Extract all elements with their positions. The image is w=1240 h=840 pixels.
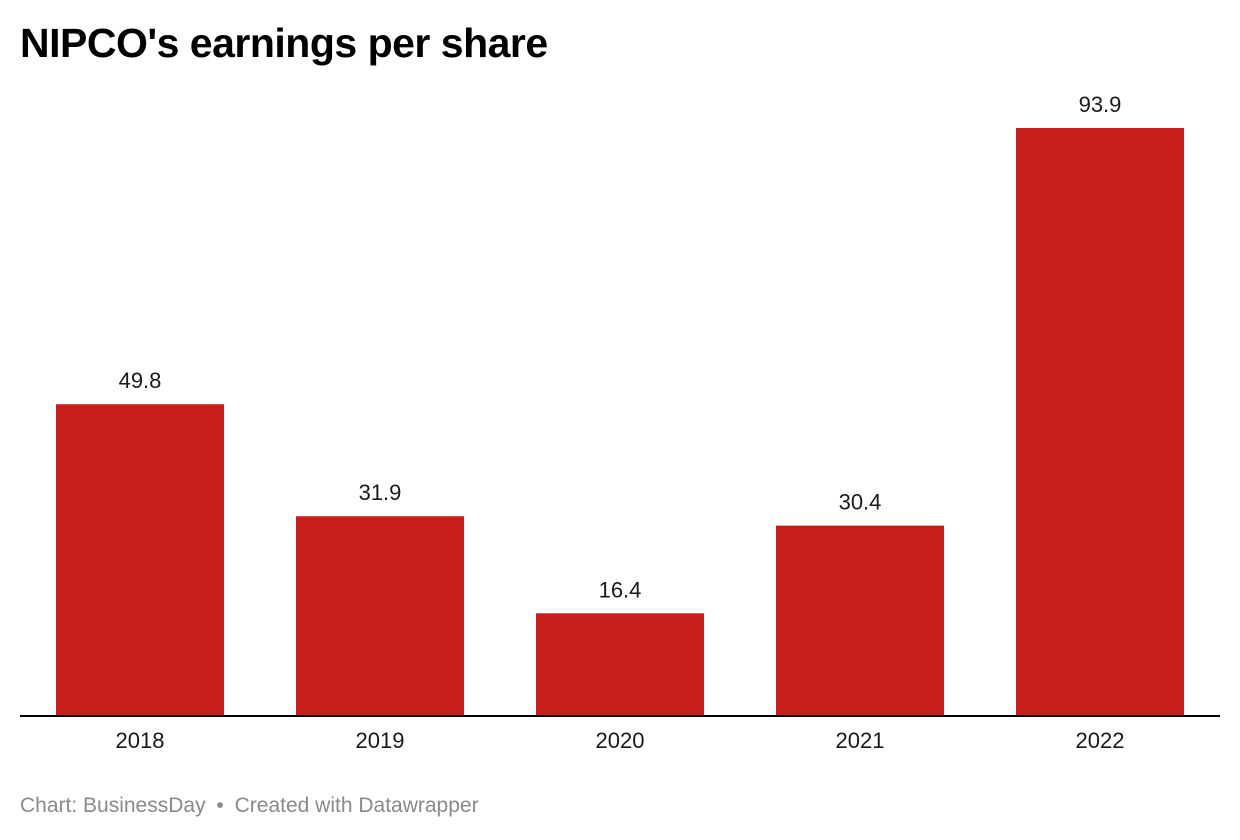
bars-layer [56,128,1184,716]
chart-title: NIPCO's earnings per share [20,20,548,66]
bar-2022 [1016,128,1184,716]
x-tick-label-2022: 2022 [1076,728,1125,753]
x-tick-label-2018: 2018 [116,728,165,753]
bar-2018 [56,404,224,716]
x-tick-labels: 2018 2019 2020 2021 2022 [116,728,1125,753]
datawrapper-credit: Created with Datawrapper [234,794,479,817]
footer-separator: • [216,794,224,817]
value-label-2019: 31.9 [359,480,402,505]
value-label-2022: 93.9 [1079,92,1122,117]
bar-2020 [536,613,704,716]
value-label-2018: 49.8 [119,368,162,393]
value-labels-layer: 49.8 31.9 16.4 30.4 93.9 [119,92,1122,602]
source-credit: Chart: BusinessDay [20,794,206,817]
bar-2021 [776,525,944,716]
x-tick-label-2021: 2021 [836,728,885,753]
chart-footer: Chart: BusinessDay • Created with Datawr… [20,794,479,818]
bar-2019 [296,516,464,716]
value-label-2021: 30.4 [839,490,882,515]
x-tick-label-2020: 2020 [596,728,645,753]
value-label-2020: 16.4 [599,577,642,602]
x-tick-label-2019: 2019 [356,728,405,753]
